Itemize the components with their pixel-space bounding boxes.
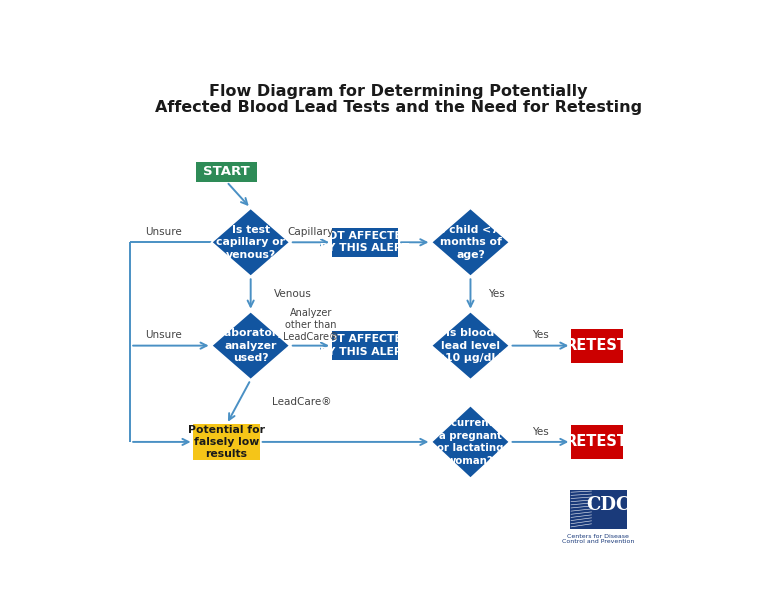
Text: Centers for Disease
Control and Prevention: Centers for Disease Control and Preventi… [563,534,635,544]
Polygon shape [431,312,510,379]
Polygon shape [211,208,290,276]
FancyBboxPatch shape [571,329,622,362]
Text: NOT AFFECTED
BY THIS ALERT: NOT AFFECTED BY THIS ALERT [319,231,411,254]
Text: Analyzer
other than
LeadCare®: Analyzer other than LeadCare® [283,309,339,342]
Text: Yes: Yes [489,289,505,299]
Text: Affected Blood Lead Tests and the Need for Retesting: Affected Blood Lead Tests and the Need f… [155,99,642,115]
Text: CDC: CDC [587,496,631,514]
FancyBboxPatch shape [571,425,622,459]
FancyBboxPatch shape [193,425,260,459]
FancyBboxPatch shape [332,331,399,360]
Text: Laboratory
analyzer
used?: Laboratory analyzer used? [217,328,284,363]
Text: Is test
capillary or
venous?: Is test capillary or venous? [216,225,285,260]
Text: Unsure: Unsure [145,330,182,340]
Text: Venous: Venous [274,289,312,299]
Polygon shape [211,312,290,379]
Polygon shape [431,406,510,478]
Text: Flow Diagram for Determining Potentially: Flow Diagram for Determining Potentially [209,85,587,99]
Text: Is blood
lead level
<10 μg/dL?: Is blood lead level <10 μg/dL? [436,328,505,363]
Text: Potential for
falsely low
results: Potential for falsely low results [188,425,265,459]
Text: RETEST: RETEST [566,434,628,450]
Polygon shape [431,208,510,276]
FancyBboxPatch shape [332,228,399,257]
Text: Yes: Yes [532,330,549,340]
Text: RETEST: RETEST [566,338,628,353]
Text: Capillary: Capillary [287,227,334,237]
Text: START: START [204,165,250,178]
Text: Is child <72
months of
age?: Is child <72 months of age? [434,225,507,260]
Text: LeadCare®: LeadCare® [272,397,331,407]
Text: NOT AFFECTED
BY THIS ALERT: NOT AFFECTED BY THIS ALERT [319,334,411,357]
FancyBboxPatch shape [197,162,256,182]
Text: Yes: Yes [532,426,549,437]
FancyBboxPatch shape [570,490,627,529]
Text: Unsure: Unsure [145,227,182,237]
Text: Is currently
a pregnant
or lactating
woman?: Is currently a pregnant or lactating wom… [437,418,503,465]
